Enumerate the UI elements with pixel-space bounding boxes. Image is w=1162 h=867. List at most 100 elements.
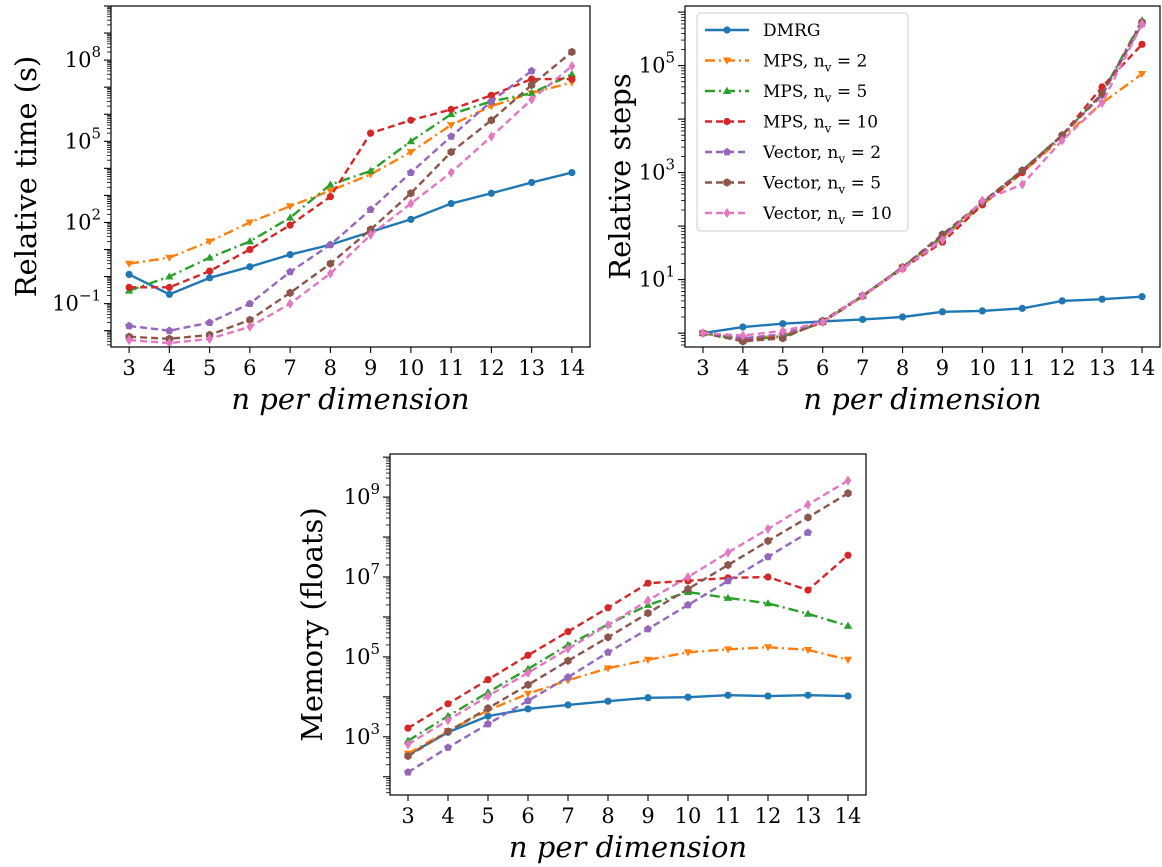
- data-point: [643, 656, 653, 664]
- chart-panel-2: 101 103 105 3 4 5 6 7 8 9 10 11 12 13 14 n per dimensio…: [603, 5, 1161, 416]
- x-tick-label: 13: [518, 356, 545, 380]
- data-point: [1018, 166, 1026, 175]
- data-point: [487, 103, 496, 111]
- x-tick-label: 9: [364, 356, 377, 380]
- data-point: [286, 221, 294, 229]
- data-point: [484, 712, 492, 720]
- data-point: [528, 94, 535, 105]
- data-point: [1058, 131, 1066, 140]
- data-point: [859, 290, 866, 301]
- legend-marker: [722, 86, 732, 94]
- legend-marker: [722, 57, 732, 65]
- data-point: [644, 694, 652, 702]
- x-tick-label: 8: [896, 356, 909, 380]
- data-point: [568, 61, 576, 72]
- data-point: [166, 338, 173, 347]
- data-point: [979, 195, 986, 206]
- x-tick-label: 3: [401, 804, 414, 828]
- x-tick-label: 12: [1049, 356, 1076, 380]
- series-line: [702, 295, 1143, 335]
- data-point: [246, 321, 254, 332]
- data-point: [528, 75, 536, 83]
- data-point: [804, 513, 812, 522]
- data-point: [603, 665, 613, 673]
- data-point: [286, 250, 294, 259]
- data-point: [644, 608, 652, 618]
- legend-entry: Vector, nv = 10: [705, 204, 892, 227]
- legend-marker: [723, 26, 731, 34]
- data-point: [764, 692, 772, 700]
- data-point: [683, 649, 693, 657]
- data-point: [564, 643, 572, 654]
- data-point: [724, 576, 732, 585]
- data-point: [245, 299, 254, 308]
- y-axis-label: Relative time (s): [9, 56, 43, 298]
- data-point: [165, 290, 173, 298]
- data-point: [779, 325, 787, 336]
- data-point: [487, 116, 496, 125]
- data-point: [859, 315, 867, 324]
- data-point: [564, 701, 572, 709]
- x-tick-label: 14: [835, 804, 862, 828]
- data-point: [366, 225, 375, 234]
- legend-marker: [723, 207, 731, 219]
- data-point: [206, 333, 213, 344]
- data-point: [804, 691, 812, 699]
- data-point: [1138, 18, 1146, 30]
- plot-frame: [684, 5, 1161, 348]
- data-point: [447, 167, 455, 178]
- data-point: [124, 260, 134, 268]
- data-point: [326, 180, 335, 188]
- data-point: [1018, 304, 1026, 312]
- data-point: [843, 656, 853, 664]
- data-point: [803, 646, 813, 655]
- data-point: [1058, 297, 1066, 305]
- series-line: [407, 492, 849, 758]
- series-7: [699, 18, 1146, 341]
- data-point: [723, 646, 733, 654]
- data-point: [523, 690, 533, 698]
- series-line: [407, 646, 849, 755]
- data-point: [447, 147, 455, 157]
- data-point: [564, 673, 572, 681]
- data-point: [447, 199, 455, 208]
- data-point: [245, 219, 255, 227]
- series-line: [702, 43, 1143, 341]
- x-tick-label: 9: [936, 356, 949, 380]
- series-6: [404, 489, 852, 761]
- data-point: [843, 621, 853, 629]
- legend-entry: Vector, nv = 2: [705, 143, 881, 166]
- plot-frame: [389, 453, 867, 796]
- data-point: [524, 680, 532, 690]
- legend-label: Vector, nv = 5: [762, 174, 881, 197]
- data-point: [764, 523, 772, 534]
- legend: DMRG MPS, nv = 2 MPS, nv = 5 MPS, nv = 10 Ve…: [696, 12, 909, 232]
- series-7: [125, 61, 576, 347]
- legend-entry: MPS, nv = 5: [705, 82, 867, 105]
- data-point: [367, 229, 374, 240]
- x-axis-label: n per dimension: [231, 382, 469, 416]
- data-point: [939, 234, 946, 246]
- series-3: [403, 587, 853, 744]
- data-point: [125, 270, 133, 279]
- data-point: [125, 335, 133, 346]
- data-point: [488, 131, 495, 142]
- chart-panel-3: 103 105 107 109 3 4 5 6 7 8 9 10 11 12 13 14 n per dimen…: [295, 453, 867, 864]
- data-point: [165, 283, 173, 291]
- series-1: [699, 293, 1146, 337]
- x-tick-label: 11: [1009, 356, 1036, 380]
- series-line: [129, 77, 572, 289]
- x-axis-label: n per dimension: [803, 382, 1041, 416]
- data-point: [684, 693, 692, 701]
- x-tick-label: 9: [641, 804, 654, 828]
- series-line: [407, 554, 849, 730]
- data-point: [404, 751, 412, 761]
- data-point: [844, 692, 852, 700]
- data-point: [406, 149, 416, 157]
- series-line: [702, 23, 1144, 337]
- data-point: [763, 644, 773, 652]
- y-tick-label: 10−1: [52, 287, 101, 316]
- data-point: [527, 66, 536, 75]
- data-point: [1098, 89, 1106, 98]
- data-point: [819, 317, 827, 328]
